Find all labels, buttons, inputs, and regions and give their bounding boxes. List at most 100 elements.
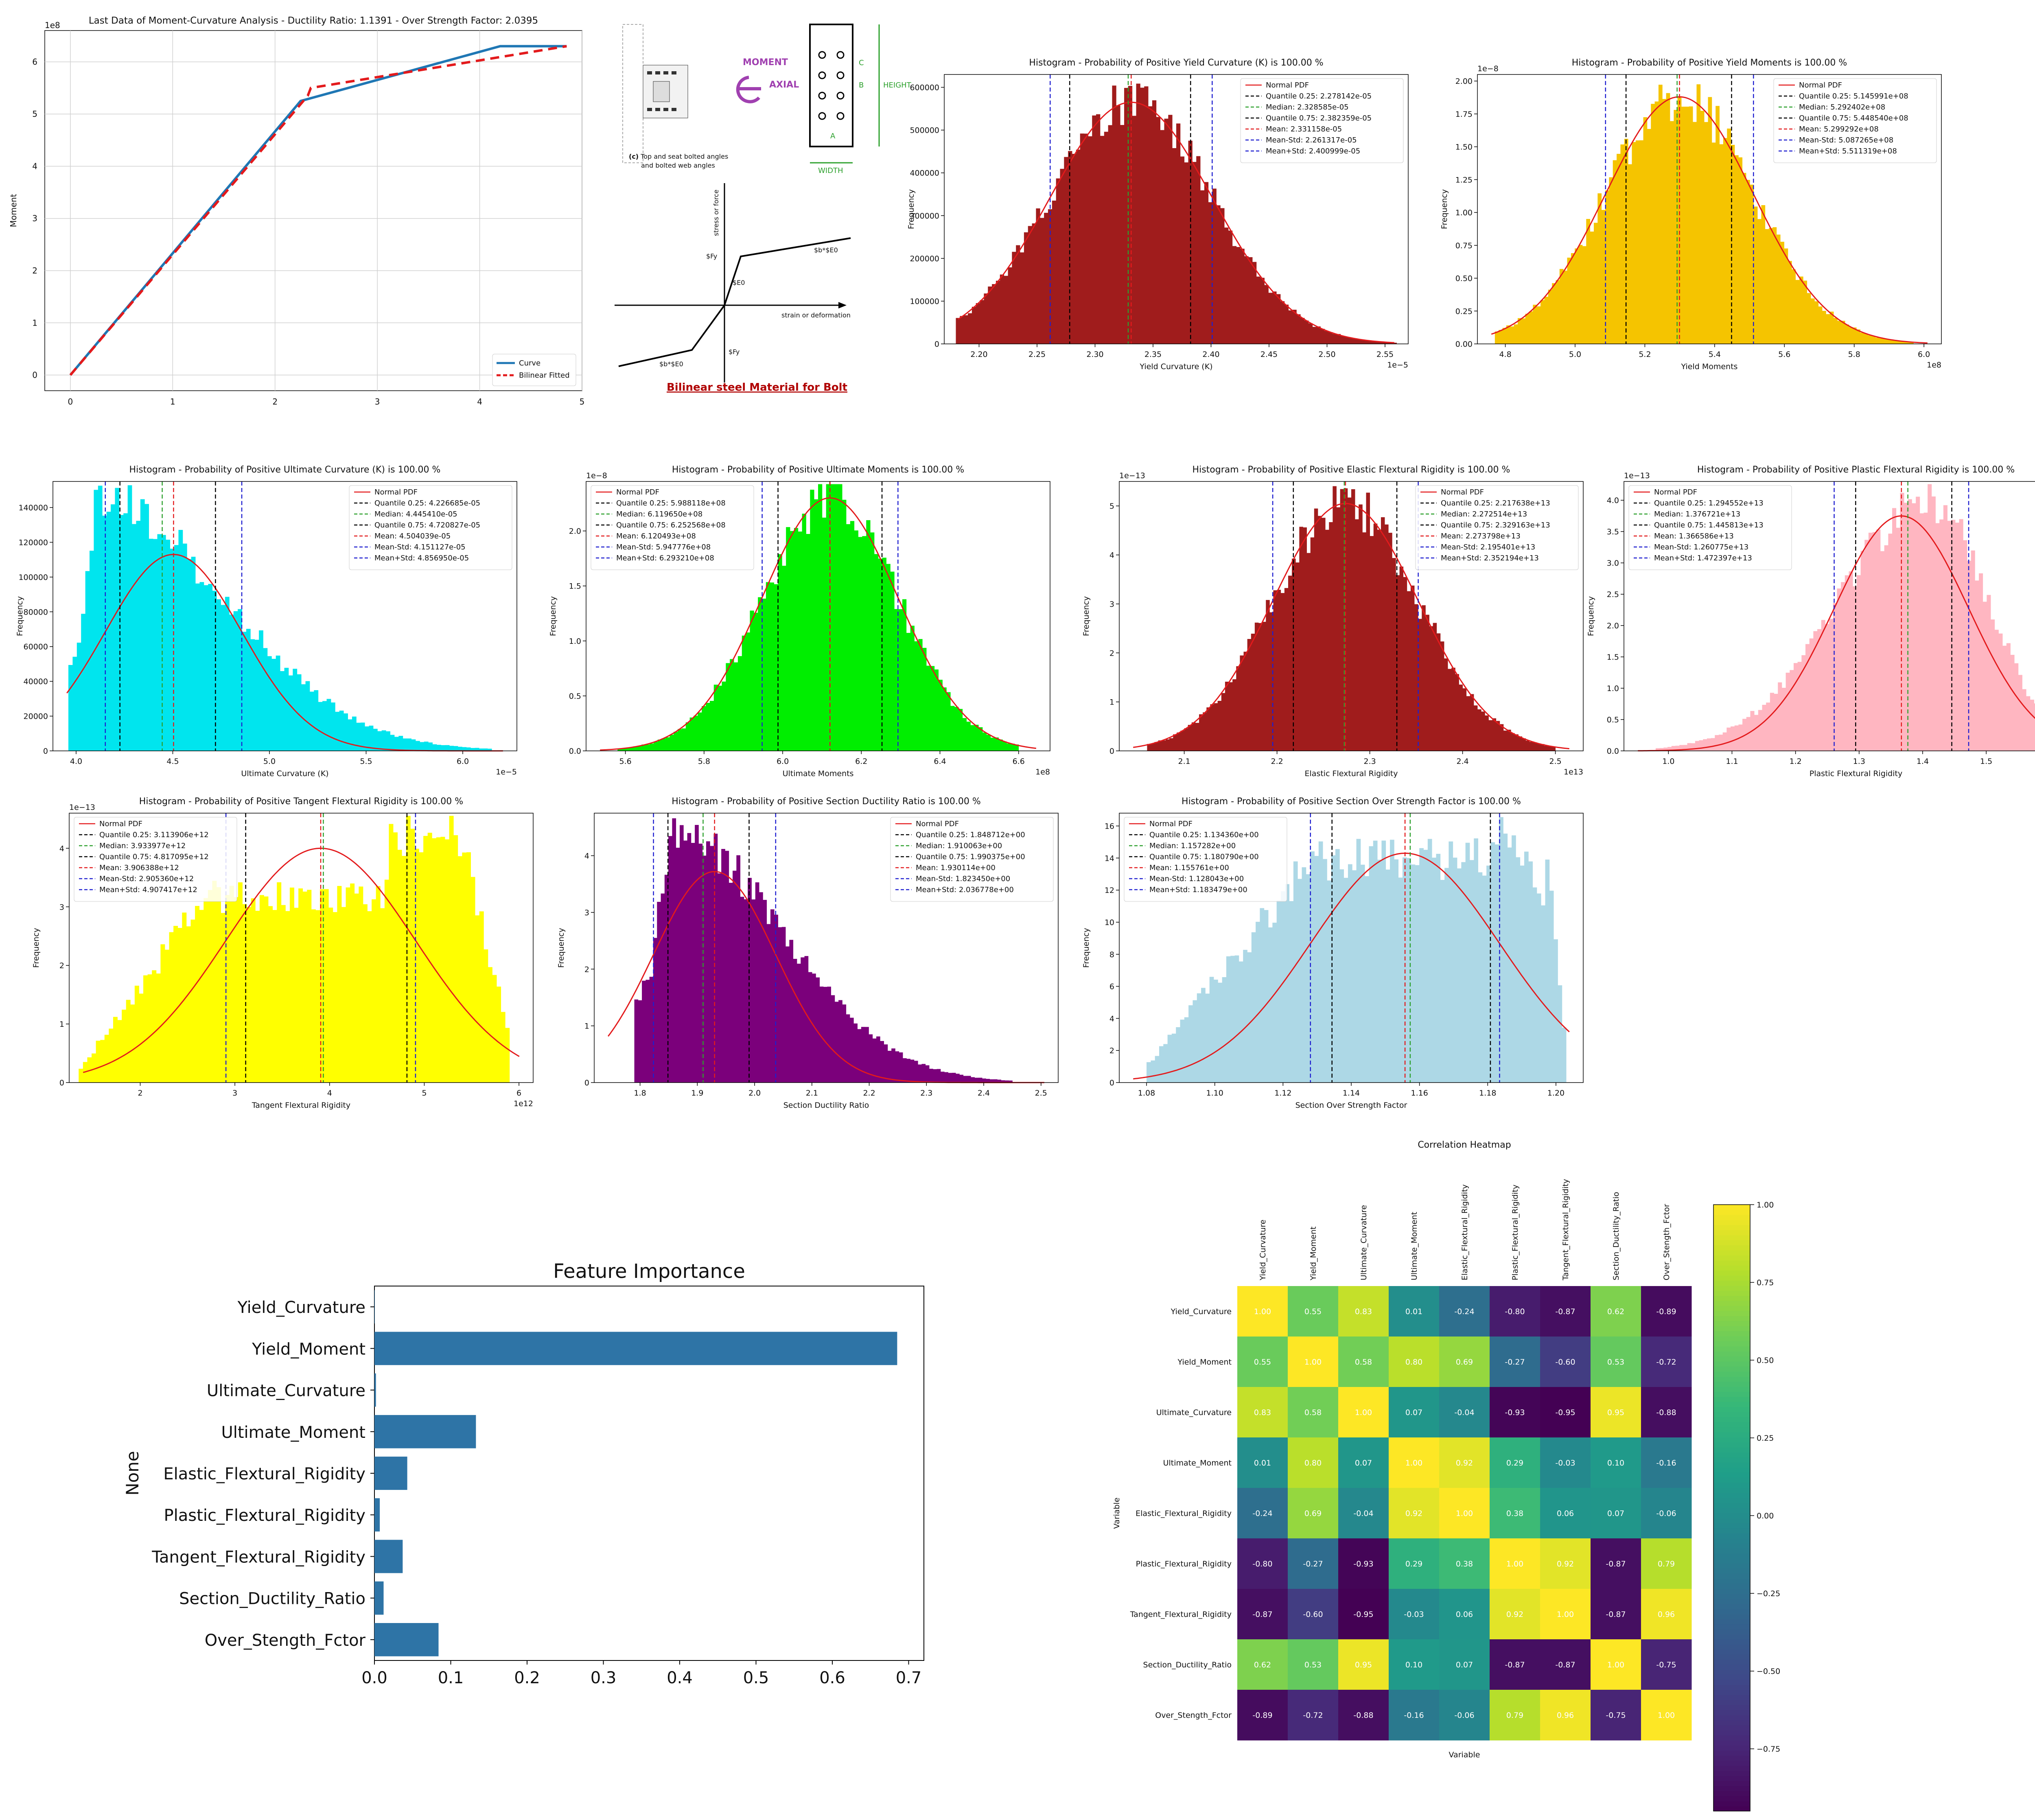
histogram-bar <box>1496 721 1500 751</box>
histogram-bar <box>335 711 340 751</box>
histogram-bar <box>974 1078 979 1083</box>
colorbar-segment <box>1713 1765 1750 1771</box>
y-tick-label: 4 <box>1109 1014 1114 1023</box>
colorbar-segment <box>1713 1649 1750 1655</box>
cell-value: 0.07 <box>1607 1509 1624 1518</box>
histogram-bar <box>1188 140 1193 344</box>
histogram-bar <box>85 571 90 751</box>
histogram-bar <box>903 1058 907 1083</box>
histogram-bar <box>1750 184 1754 344</box>
histogram-bar <box>1788 261 1792 344</box>
histogram-bar <box>1797 662 1802 751</box>
heatmap-cell <box>1439 1387 1490 1438</box>
histogram-bar <box>861 1027 865 1083</box>
cell-value: 0.79 <box>1506 1711 1523 1720</box>
histogram-bar <box>397 850 402 1083</box>
y-tick-label: 120000 <box>18 538 48 547</box>
histogram-bar <box>1243 949 1247 1083</box>
histogram-bar <box>1344 877 1348 1083</box>
histogram-bar <box>393 832 398 1083</box>
histogram-bar <box>1898 341 1902 344</box>
histogram-bar <box>1140 88 1144 344</box>
histogram-bar <box>1670 121 1674 344</box>
y-tick-label: 4 <box>59 844 64 853</box>
histogram-bar <box>918 639 923 751</box>
dimension-a: A <box>830 132 836 140</box>
histogram-bar <box>1277 590 1281 751</box>
histogram-bar <box>1284 588 1289 751</box>
cell-value: -0.87 <box>1505 1660 1525 1669</box>
legend-entry: Mean+Std: 2.352194e+13 <box>1441 554 1539 562</box>
y-tick-label: 2 <box>59 961 64 970</box>
histogram-bar <box>268 906 273 1083</box>
histogram-bar <box>1300 318 1305 344</box>
histogram-bar <box>130 1004 135 1083</box>
histogram-bar <box>827 987 831 1083</box>
y-tick-label: 1.25 <box>1455 175 1473 184</box>
heatmap-cell <box>1237 1437 1288 1488</box>
histogram-bar <box>208 890 212 1083</box>
heatmap-cell <box>1338 1538 1389 1589</box>
histogram-bar <box>638 1000 642 1083</box>
colorbar-segment <box>1713 1250 1750 1256</box>
histogram-bar <box>786 946 790 1083</box>
heatmap-cell <box>1439 1286 1490 1337</box>
chart-title: Last Data of Moment-Curvature Analysis -… <box>89 15 538 26</box>
histogram-bar <box>1347 497 1352 751</box>
x-tick-label: 6.4 <box>934 757 946 766</box>
histogram-bar <box>940 1072 945 1083</box>
heatmap-cell <box>1641 1286 1692 1337</box>
dimension-c: C <box>859 59 864 67</box>
histogram-bar <box>1002 741 1007 751</box>
legend-entry: Mean-Std: 1.128043e+00 <box>1149 875 1244 883</box>
histogram-bar <box>1511 733 1515 751</box>
legend-entry: Mean: 2.331158e-05 <box>1266 125 1342 133</box>
histogram-bar <box>1169 738 1173 751</box>
histogram-bar <box>1355 519 1359 751</box>
histogram-bar <box>505 1028 510 1083</box>
cell-value: -0.72 <box>1303 1711 1323 1720</box>
histogram-bar <box>646 980 650 1083</box>
histogram-bars <box>68 485 492 751</box>
histogram-bar <box>160 944 165 1083</box>
histogram-bar <box>1096 114 1101 344</box>
legend-entry: Quantile 0.75: 5.448540e+08 <box>1799 114 1908 122</box>
histogram-bar <box>381 730 386 751</box>
bolt <box>672 71 676 74</box>
histogram-bar <box>1963 540 1967 751</box>
heatmap-cell <box>1540 1538 1591 1589</box>
histogram-bar <box>143 975 148 1083</box>
y-tick-label: 0.50 <box>1455 274 1473 283</box>
histogram-bar <box>1024 232 1028 344</box>
histogram-bar <box>254 639 259 751</box>
histogram-bar <box>687 833 691 1083</box>
histogram-bar <box>978 727 983 751</box>
legend-entry: Mean: 1.155761e+00 <box>1149 864 1229 872</box>
histogram-bar <box>1293 861 1298 1083</box>
histogram-bar <box>1280 301 1285 344</box>
legend-entry: Median: 2.272514e+13 <box>1441 510 1527 518</box>
cell-value: 1.00 <box>1254 1307 1271 1316</box>
histogram-bar <box>1218 982 1223 1083</box>
histogram-bar <box>406 816 411 1083</box>
x-tick-label: 4.0 <box>70 757 82 766</box>
histogram-bar <box>910 1059 915 1083</box>
histogram-bar <box>1860 551 1865 751</box>
x-exponent: 1e8 <box>1927 361 1941 370</box>
cell-value: -0.87 <box>1606 1560 1626 1568</box>
histogram-bar <box>866 520 871 751</box>
colorbar-segment <box>1713 1796 1750 1801</box>
heatmap-cell <box>1288 1538 1339 1589</box>
histogram-bar <box>944 1072 948 1083</box>
histogram-bar <box>139 993 144 1083</box>
colorbar-segment <box>1713 1316 1750 1321</box>
histogram-bar <box>119 515 124 751</box>
y-tick-label: 0 <box>1109 747 1114 756</box>
histogram-bar <box>1457 868 1462 1083</box>
histogram-bar <box>1807 293 1811 344</box>
histogram-bar <box>1359 504 1363 751</box>
colorbar-segment <box>1713 1523 1750 1529</box>
histogram-bar <box>1258 623 1263 751</box>
x-tick-label: 2.20 <box>970 350 987 359</box>
